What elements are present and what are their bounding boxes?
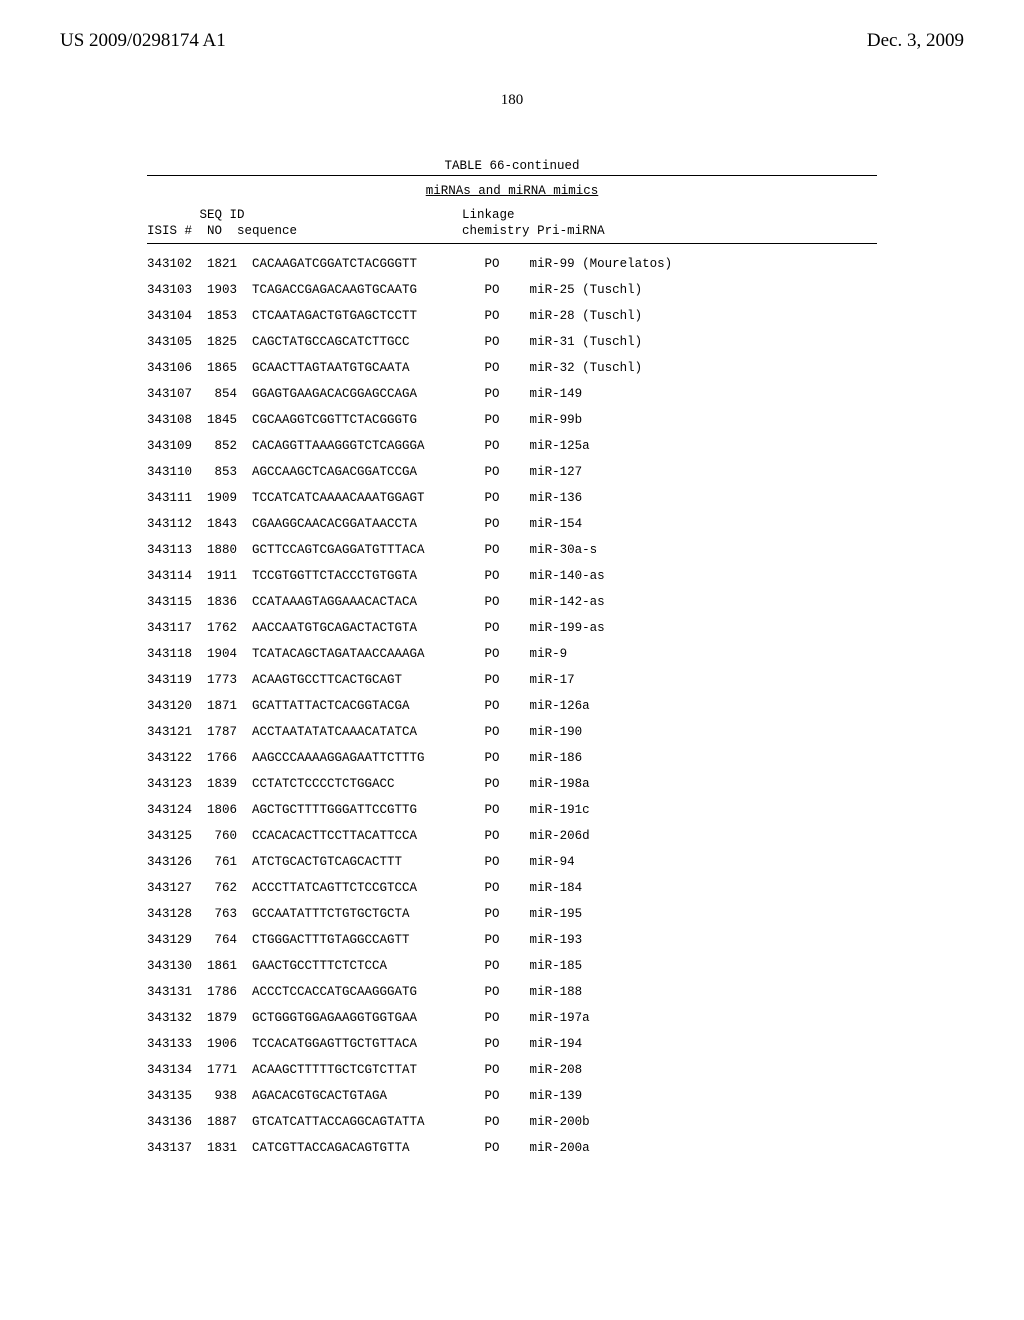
- table-row: 343126 761 ATCTGCACTGTCAGCACTTT PO miR-9…: [147, 856, 877, 869]
- col-header-line1: SEQ ID Linkage: [147, 208, 515, 222]
- table-row: 343105 1825 CAGCTATGCCAGCATCTTGCC PO miR…: [147, 336, 877, 349]
- table-row: 343134 1771 ACAAGCTTTTTGCTCGTCTTAT PO mi…: [147, 1064, 877, 1077]
- table-row: 343111 1909 TCCATCATCAAAACAAATGGAGT PO m…: [147, 492, 877, 505]
- table-row: 343131 1786 ACCCTCCACCATGCAAGGGATG PO mi…: [147, 986, 877, 999]
- table-body: 343102 1821 CACAAGATCGGATCTACGGGTT PO mi…: [147, 244, 877, 1155]
- table-title: TABLE 66-continued: [147, 159, 877, 173]
- table-row: 343132 1879 GCTGGGTGGAGAAGGTGGTGAA PO mi…: [147, 1012, 877, 1025]
- table-row: 343117 1762 AACCAATGTGCAGACTACTGTA PO mi…: [147, 622, 877, 635]
- table-row: 343112 1843 CGAAGGCAACACGGATAACCTA PO mi…: [147, 518, 877, 531]
- table-row: 343113 1880 GCTTCCAGTCGAGGATGTTTACA PO m…: [147, 544, 877, 557]
- table-row: 343121 1787 ACCTAATATATCAAACATATCA PO mi…: [147, 726, 877, 739]
- column-headers: SEQ ID Linkage ISIS # NO sequence chemis…: [147, 204, 877, 243]
- table-row: 343103 1903 TCAGACCGAGACAAGTGCAATG PO mi…: [147, 284, 877, 297]
- table-row: 343135 938 AGACACGTGCACTGTAGA PO miR-139: [147, 1090, 877, 1103]
- table-row: 343107 854 GGAGTGAAGACACGGAGCCAGA PO miR…: [147, 388, 877, 401]
- page-number: 180: [60, 92, 964, 109]
- col-header-line2: ISIS # NO sequence chemistry Pri-miRNA: [147, 224, 605, 238]
- table-row: 343127 762 ACCCTTATCAGTTCTCCGTCCA PO miR…: [147, 882, 877, 895]
- publication-number: US 2009/0298174 A1: [60, 30, 226, 52]
- table-row: 343115 1836 CCATAAAGTAGGAAACACTACA PO mi…: [147, 596, 877, 609]
- table-row: 343124 1806 AGCTGCTTTTGGGATTCCGTTG PO mi…: [147, 804, 877, 817]
- table-row: 343119 1773 ACAAGTGCCTTCACTGCAGT PO miR-…: [147, 674, 877, 687]
- document-header: US 2009/0298174 A1 Dec. 3, 2009: [60, 30, 964, 52]
- table-row: 343106 1865 GCAACTTAGTAATGTGCAATA PO miR…: [147, 362, 877, 375]
- table-row: 343110 853 AGCCAAGCTCAGACGGATCCGA PO miR…: [147, 466, 877, 479]
- table-row: 343118 1904 TCATACAGCTAGATAACCAAAGA PO m…: [147, 648, 877, 661]
- table-row: 343133 1906 TCCACATGGAGTTGCTGTTACA PO mi…: [147, 1038, 877, 1051]
- table-row: 343136 1887 GTCATCATTACCAGGCAGTATTA PO m…: [147, 1116, 877, 1129]
- table-row: 343128 763 GCCAATATTTCTGTGCTGCTA PO miR-…: [147, 908, 877, 921]
- table-row: 343125 760 CCACACACTTCCTTACATTCCA PO miR…: [147, 830, 877, 843]
- table-row: 343104 1853 CTCAATAGACTGTGAGCTCCTT PO mi…: [147, 310, 877, 323]
- table-subtitle: miRNAs and miRNA mimics: [147, 184, 877, 198]
- table-row: 343109 852 CACAGGTTAAAGGGTCTCAGGGA PO mi…: [147, 440, 877, 453]
- sequence-table: TABLE 66-continued miRNAs and miRNA mimi…: [147, 159, 877, 1154]
- table-top-rule: [147, 175, 877, 176]
- table-row: 343108 1845 CGCAAGGTCGGTTCTACGGGTG PO mi…: [147, 414, 877, 427]
- publication-date: Dec. 3, 2009: [867, 30, 964, 52]
- table-row: 343114 1911 TCCGTGGTTCTACCCTGTGGTA PO mi…: [147, 570, 877, 583]
- table-row: 343130 1861 GAACTGCCTTTCTCTCCA PO miR-18…: [147, 960, 877, 973]
- table-row: 343122 1766 AAGCCCAAAAGGAGAATTCTTTG PO m…: [147, 752, 877, 765]
- table-row: 343102 1821 CACAAGATCGGATCTACGGGTT PO mi…: [147, 258, 877, 271]
- table-row: 343123 1839 CCTATCTCCCCTCTGGACC PO miR-1…: [147, 778, 877, 791]
- table-row: 343129 764 CTGGGACTTTGTAGGCCAGTT PO miR-…: [147, 934, 877, 947]
- table-row: 343137 1831 CATCGTTACCAGACAGTGTTA PO miR…: [147, 1142, 877, 1155]
- table-row: 343120 1871 GCATTATTACTCACGGTACGA PO miR…: [147, 700, 877, 713]
